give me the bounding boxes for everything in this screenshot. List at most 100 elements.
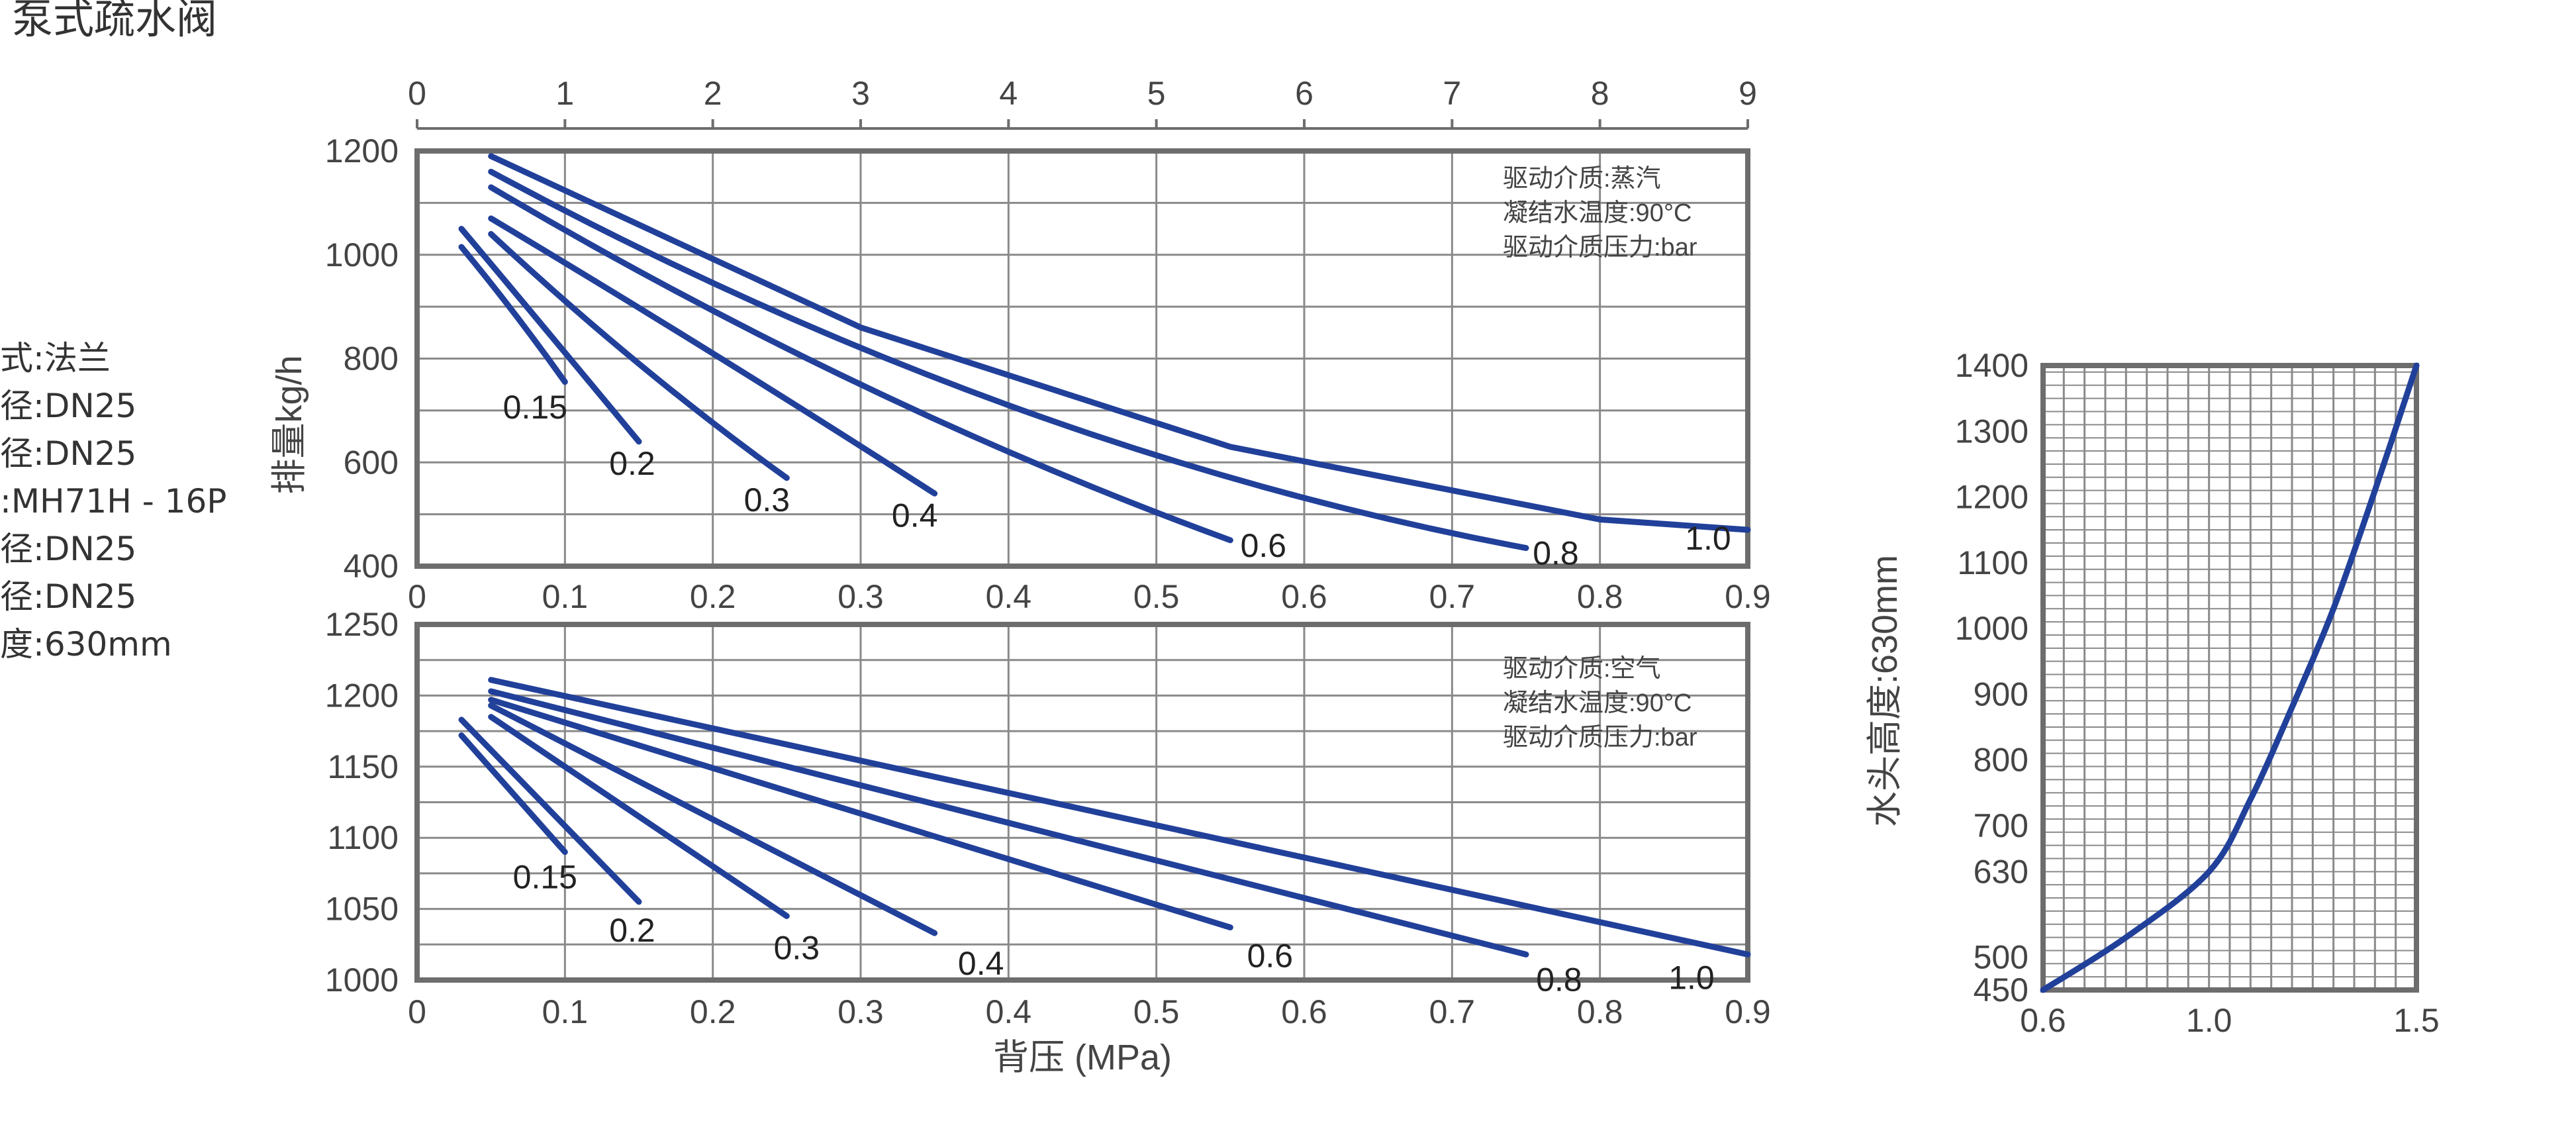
air-chart-frame xyxy=(414,622,1750,983)
x-tick-label: 0.2 xyxy=(690,578,736,615)
x-tick-label: 0.1 xyxy=(542,578,589,615)
steam-curve-0.8 xyxy=(488,168,1529,552)
top-axis-tick-label: 6 xyxy=(1295,75,1313,112)
y-tick-label: 1200 xyxy=(325,132,399,170)
y-tick-label: 1000 xyxy=(325,236,399,273)
x-tick-label: 0.3 xyxy=(837,993,884,1030)
y-tick-label: 1250 xyxy=(325,606,399,643)
x-tick-label: 0.6 xyxy=(1281,993,1327,1030)
y-axis-label: 水头高度:630mm xyxy=(1865,555,1905,827)
y-tick-label: 600 xyxy=(344,444,399,481)
top-axis-tick-label: 7 xyxy=(1443,75,1461,112)
air-curve-label: 0.15 xyxy=(513,859,577,896)
x-tick-label: 0.9 xyxy=(1725,578,1771,615)
air-curve-label: 0.2 xyxy=(609,912,655,949)
air-curve-label: 0.3 xyxy=(774,929,820,966)
x-tick-label: 1.0 xyxy=(2186,1002,2232,1039)
legend-line: 驱动介质压力:bar xyxy=(1503,234,1697,262)
x-tick-label: 0.7 xyxy=(1429,993,1476,1030)
x-tick-label: 0.3 xyxy=(837,578,884,615)
x-tick-label: 0.1 xyxy=(542,993,589,1030)
y-tick-label: 800 xyxy=(1974,742,2028,779)
x-tick-label: 0.9 xyxy=(1725,993,1771,1030)
air-curve-label: 0.8 xyxy=(1536,961,1582,998)
x-tick-label: 0 xyxy=(408,578,426,615)
steam-curve-label: 0.2 xyxy=(609,445,655,482)
y-tick-label: 1000 xyxy=(325,961,399,999)
x-tick-label: 0.4 xyxy=(986,993,1032,1030)
y-tick-label: 450 xyxy=(1974,971,2028,1009)
y-tick-label: 1400 xyxy=(1955,347,2028,384)
spec-connection: 式:法兰 xyxy=(0,339,111,377)
legend-line: 凝结水温度:90°C xyxy=(1503,689,1692,717)
steam-curve-label: 1.0 xyxy=(1685,520,1731,557)
air-curve-1.0 xyxy=(488,677,1751,958)
air-curve-0.6 xyxy=(488,697,1233,931)
steam-chart-frame xyxy=(414,148,1750,569)
steam-curve-label: 0.3 xyxy=(744,481,790,518)
steam-curve-0.6 xyxy=(488,184,1233,544)
spec-inlet-size: 径:DN25 xyxy=(0,387,137,425)
x-tick-label: 0.7 xyxy=(1429,578,1476,615)
y-axis-label: 排量kg/h xyxy=(269,355,309,494)
top-axis-tick-label: 9 xyxy=(1739,75,1757,112)
air-curve-0.2 xyxy=(458,716,642,905)
y-tick-label: 1100 xyxy=(1957,544,2028,581)
y-tick-label: 900 xyxy=(1974,675,2028,713)
y-tick-label: 1150 xyxy=(327,748,399,785)
x-tick-label: 0.5 xyxy=(1133,993,1180,1030)
y-tick-label: 1200 xyxy=(1955,479,2028,516)
y-tick-label: 1000 xyxy=(1955,610,2028,647)
legend-line: 驱动介质:空气 xyxy=(1503,655,1661,683)
y-tick-label: 630 xyxy=(1974,853,2028,890)
x-tick-label: 0.2 xyxy=(690,993,736,1030)
x-tick-label: 0.8 xyxy=(1577,578,1623,615)
spec-motive-inlet-size: 径:DN25 xyxy=(0,530,137,568)
steam-curve-label: 0.15 xyxy=(503,389,567,426)
y-tick-label: 1300 xyxy=(1955,413,2028,450)
steam-curve-0.2 xyxy=(458,226,642,445)
head-chart-frame xyxy=(2040,363,2419,993)
steam-curve-1.0 xyxy=(488,153,1751,533)
x-tick-label: 1.5 xyxy=(2393,1002,2440,1039)
y-tick-label: 1050 xyxy=(325,891,399,928)
air-curve-0.15 xyxy=(458,732,568,856)
air-curve-label: 0.6 xyxy=(1247,938,1294,975)
x-tick-label: 0 xyxy=(408,993,426,1030)
y-tick-label: 800 xyxy=(344,340,399,377)
top-axis-tick-label: 1 xyxy=(555,75,574,112)
legend-line: 驱动介质压力:bar xyxy=(1503,724,1697,752)
head-height-curve xyxy=(2040,362,2420,993)
steam-curve-label: 0.4 xyxy=(892,497,938,534)
steam-curve-0.4 xyxy=(488,215,938,497)
y-tick-label: 1200 xyxy=(325,677,399,714)
y-tick-label: 400 xyxy=(344,548,399,585)
spec-head-height: 度:630mm xyxy=(0,625,172,664)
y-tick-label: 700 xyxy=(1974,807,2028,844)
air-curve-label: 0.4 xyxy=(958,945,1004,982)
top-axis-tick-label: 4 xyxy=(999,75,1018,112)
spec-model: :MH71H - 16P xyxy=(0,482,227,520)
steam-curve-label: 0.6 xyxy=(1241,527,1287,564)
y-tick-label: 500 xyxy=(1974,938,2028,975)
steam-curve-0.15 xyxy=(458,244,568,385)
spec-outlet-size: 径:DN25 xyxy=(0,434,137,473)
top-axis-tick-label: 0 xyxy=(408,75,426,112)
steam-curve-0.3 xyxy=(488,230,790,481)
top-axis-tick-label: 3 xyxy=(851,75,870,112)
air-curve-label: 1.0 xyxy=(1668,959,1715,996)
x-tick-label: 0.6 xyxy=(1281,578,1327,615)
x-axis-label: 背压 (MPa) xyxy=(993,1038,1172,1077)
x-tick-label: 0.4 xyxy=(986,578,1032,615)
legend-line: 凝结水温度:90°C xyxy=(1503,199,1692,227)
spec-list: 式:法兰 径:DN25 径:DN25 :MH71H - 16P 径:DN25 径… xyxy=(0,334,226,668)
air-curve-0.3 xyxy=(488,714,790,919)
top-axis-tick-label: 5 xyxy=(1147,75,1166,112)
steam-curve-label: 0.8 xyxy=(1533,535,1579,572)
air-curve-0.8 xyxy=(488,688,1529,958)
legend-line: 驱动介质:蒸汽 xyxy=(1503,165,1661,193)
x-tick-label: 0.8 xyxy=(1577,993,1623,1030)
x-tick-label: 0.6 xyxy=(2020,1002,2066,1039)
top-axis-tick-label: 8 xyxy=(1591,75,1609,112)
